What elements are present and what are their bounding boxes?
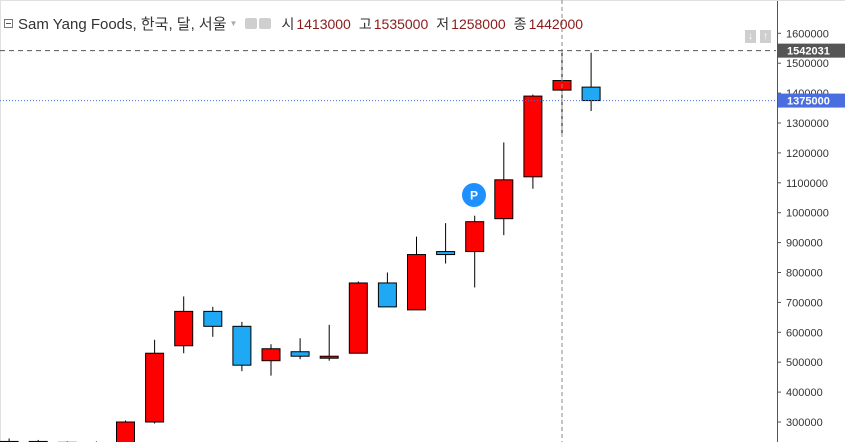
- candle-body: [203, 310, 223, 327]
- high-value: 1535000: [373, 15, 429, 32]
- close-value: 1442000: [528, 15, 584, 32]
- y-tick-label: 600000: [786, 327, 823, 339]
- dropdown-caret-icon[interactable]: ▼: [229, 19, 238, 28]
- settings-icon[interactable]: [259, 18, 272, 29]
- chart-legend: Sam Yang Foods, 한국, 달, 서울 ▼ 시 1413000 고 …: [4, 13, 583, 34]
- low-label: 저: [436, 15, 450, 32]
- y-tick-label: 700000: [786, 297, 823, 309]
- candle-body: [116, 421, 135, 442]
- open-value: 1413000: [296, 15, 351, 32]
- y-tick-label: 1600000: [786, 28, 829, 40]
- high-label: 고: [358, 15, 372, 32]
- y-tick-label: 1300000: [786, 118, 829, 130]
- y-tick-label: 400000: [786, 387, 823, 399]
- price-label-text: 1542031: [787, 46, 830, 58]
- price-label-box: [778, 93, 845, 108]
- scroll-up-icon[interactable]: ↑: [760, 30, 771, 43]
- candle-body: [261, 348, 281, 362]
- price-marker-badge: [462, 183, 486, 207]
- candle-body: [407, 254, 426, 311]
- open-label: 시: [281, 15, 295, 32]
- y-tick-label: 500000: [786, 357, 823, 369]
- candle-body: [232, 325, 252, 366]
- candle-body: [290, 351, 310, 357]
- collapse-icon[interactable]: [4, 19, 13, 28]
- low-value: 1258000: [451, 15, 506, 32]
- candle-body: [465, 221, 485, 253]
- price-label-box: [778, 43, 845, 58]
- candle-body: [523, 95, 543, 178]
- price-marker-label: P: [470, 189, 478, 203]
- symbol-title[interactable]: Sam Yang Foods, 한국, 달, 서울: [18, 16, 227, 33]
- y-tick-label: 1100000: [786, 178, 828, 190]
- price-label-text: 1375000: [787, 96, 830, 108]
- candle-body: [145, 352, 165, 423]
- candle-body: [581, 86, 601, 102]
- scroll-down-icon[interactable]: ↓: [745, 30, 756, 43]
- candle-body: [494, 179, 514, 220]
- y-tick-label: 1500000: [786, 58, 829, 70]
- candle-body: [377, 282, 397, 308]
- y-tick-label: 1000000: [786, 208, 829, 220]
- candle-body: [174, 310, 194, 347]
- candle-body: [436, 251, 456, 256]
- close-label: 종: [513, 15, 527, 32]
- y-tick-label: 800000: [786, 268, 823, 280]
- candle-body: [319, 355, 339, 359]
- y-tick-label: 300000: [786, 417, 823, 429]
- eye-icon[interactable]: [245, 18, 258, 29]
- candle-body: [348, 282, 368, 354]
- y-tick-label: 900000: [786, 238, 823, 250]
- y-tick-label: 1200000: [786, 148, 829, 160]
- price-axis-panel: [777, 0, 845, 442]
